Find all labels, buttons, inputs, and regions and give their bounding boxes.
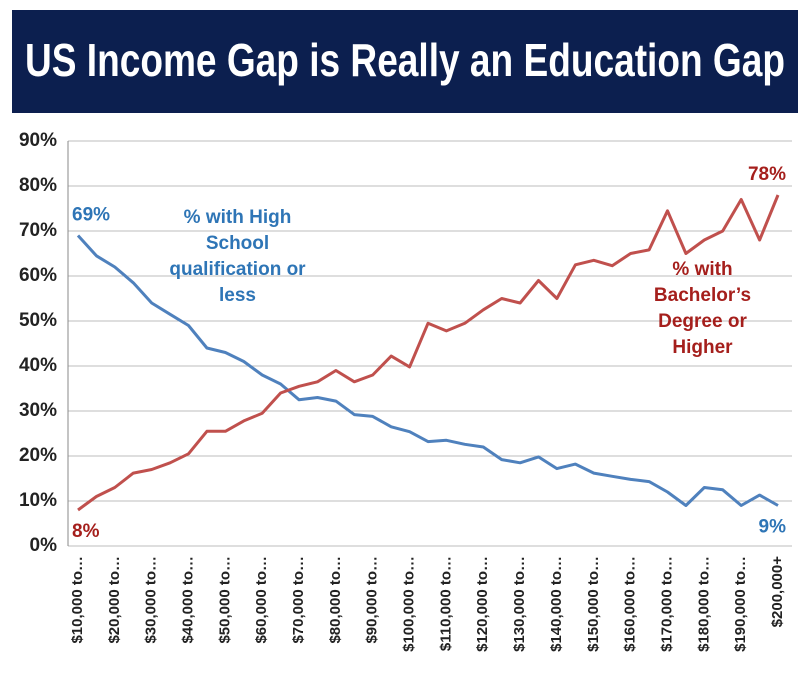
series-name: % with Bachelor’s Degree or Higher [653, 259, 752, 358]
line-series [77, 194, 780, 512]
start-label: 69% [72, 205, 110, 226]
x-tick-label: $180,000 to… [695, 556, 712, 652]
x-tick-label: $140,000 to… [548, 556, 565, 652]
x-tick-label: $50,000 to… [216, 556, 233, 644]
y-tick-label: 10% [19, 490, 57, 511]
x-tick-label: $30,000 to… [143, 556, 160, 644]
y-tick-label: 70% [19, 220, 57, 241]
x-tick-label: $70,000 to… [290, 556, 307, 644]
y-tick-label: 80% [19, 175, 57, 196]
x-tick-label: $150,000 to… [585, 556, 602, 652]
x-tick-label: $100,000 to… [401, 556, 418, 652]
y-tick-label: 40% [19, 355, 57, 376]
x-tick-label: $120,000 to… [474, 556, 491, 652]
x-tick-label: $80,000 to… [327, 556, 344, 644]
x-tick-label: $170,000 to… [658, 556, 675, 652]
end-label: 9% [759, 517, 787, 538]
end-label: 78% [748, 164, 786, 185]
line-series [76, 234, 779, 507]
y-tick-label: 30% [19, 400, 57, 421]
x-tick-label: $190,000 to… [732, 556, 749, 652]
x-tick-label: $160,000 to… [622, 556, 639, 652]
x-tick-label: $20,000 to… [106, 556, 123, 644]
x-tick-label: $110,000 to… [437, 556, 454, 651]
x-tick-label: $10,000 to… [69, 556, 86, 644]
x-tick-label: $60,000 to… [253, 556, 270, 644]
chart-title: US Income Gap is Really an Education Gap [25, 34, 785, 86]
y-tick-label: 0% [30, 535, 58, 556]
x-tick-label: $40,000 to… [179, 556, 196, 644]
x-tick-label: $130,000 to… [511, 556, 528, 652]
y-tick-label: 50% [19, 310, 57, 331]
series-name: % with High School qualification or less [169, 207, 306, 306]
title-banner [12, 10, 798, 113]
x-tick-label: $90,000 to… [364, 556, 381, 644]
x-tick-label: $200,000+ [769, 556, 786, 628]
y-tick-label: 20% [19, 445, 57, 466]
y-tick-label: 90% [19, 130, 57, 151]
y-tick-label: 60% [19, 265, 57, 286]
start-label: 8% [72, 521, 100, 542]
